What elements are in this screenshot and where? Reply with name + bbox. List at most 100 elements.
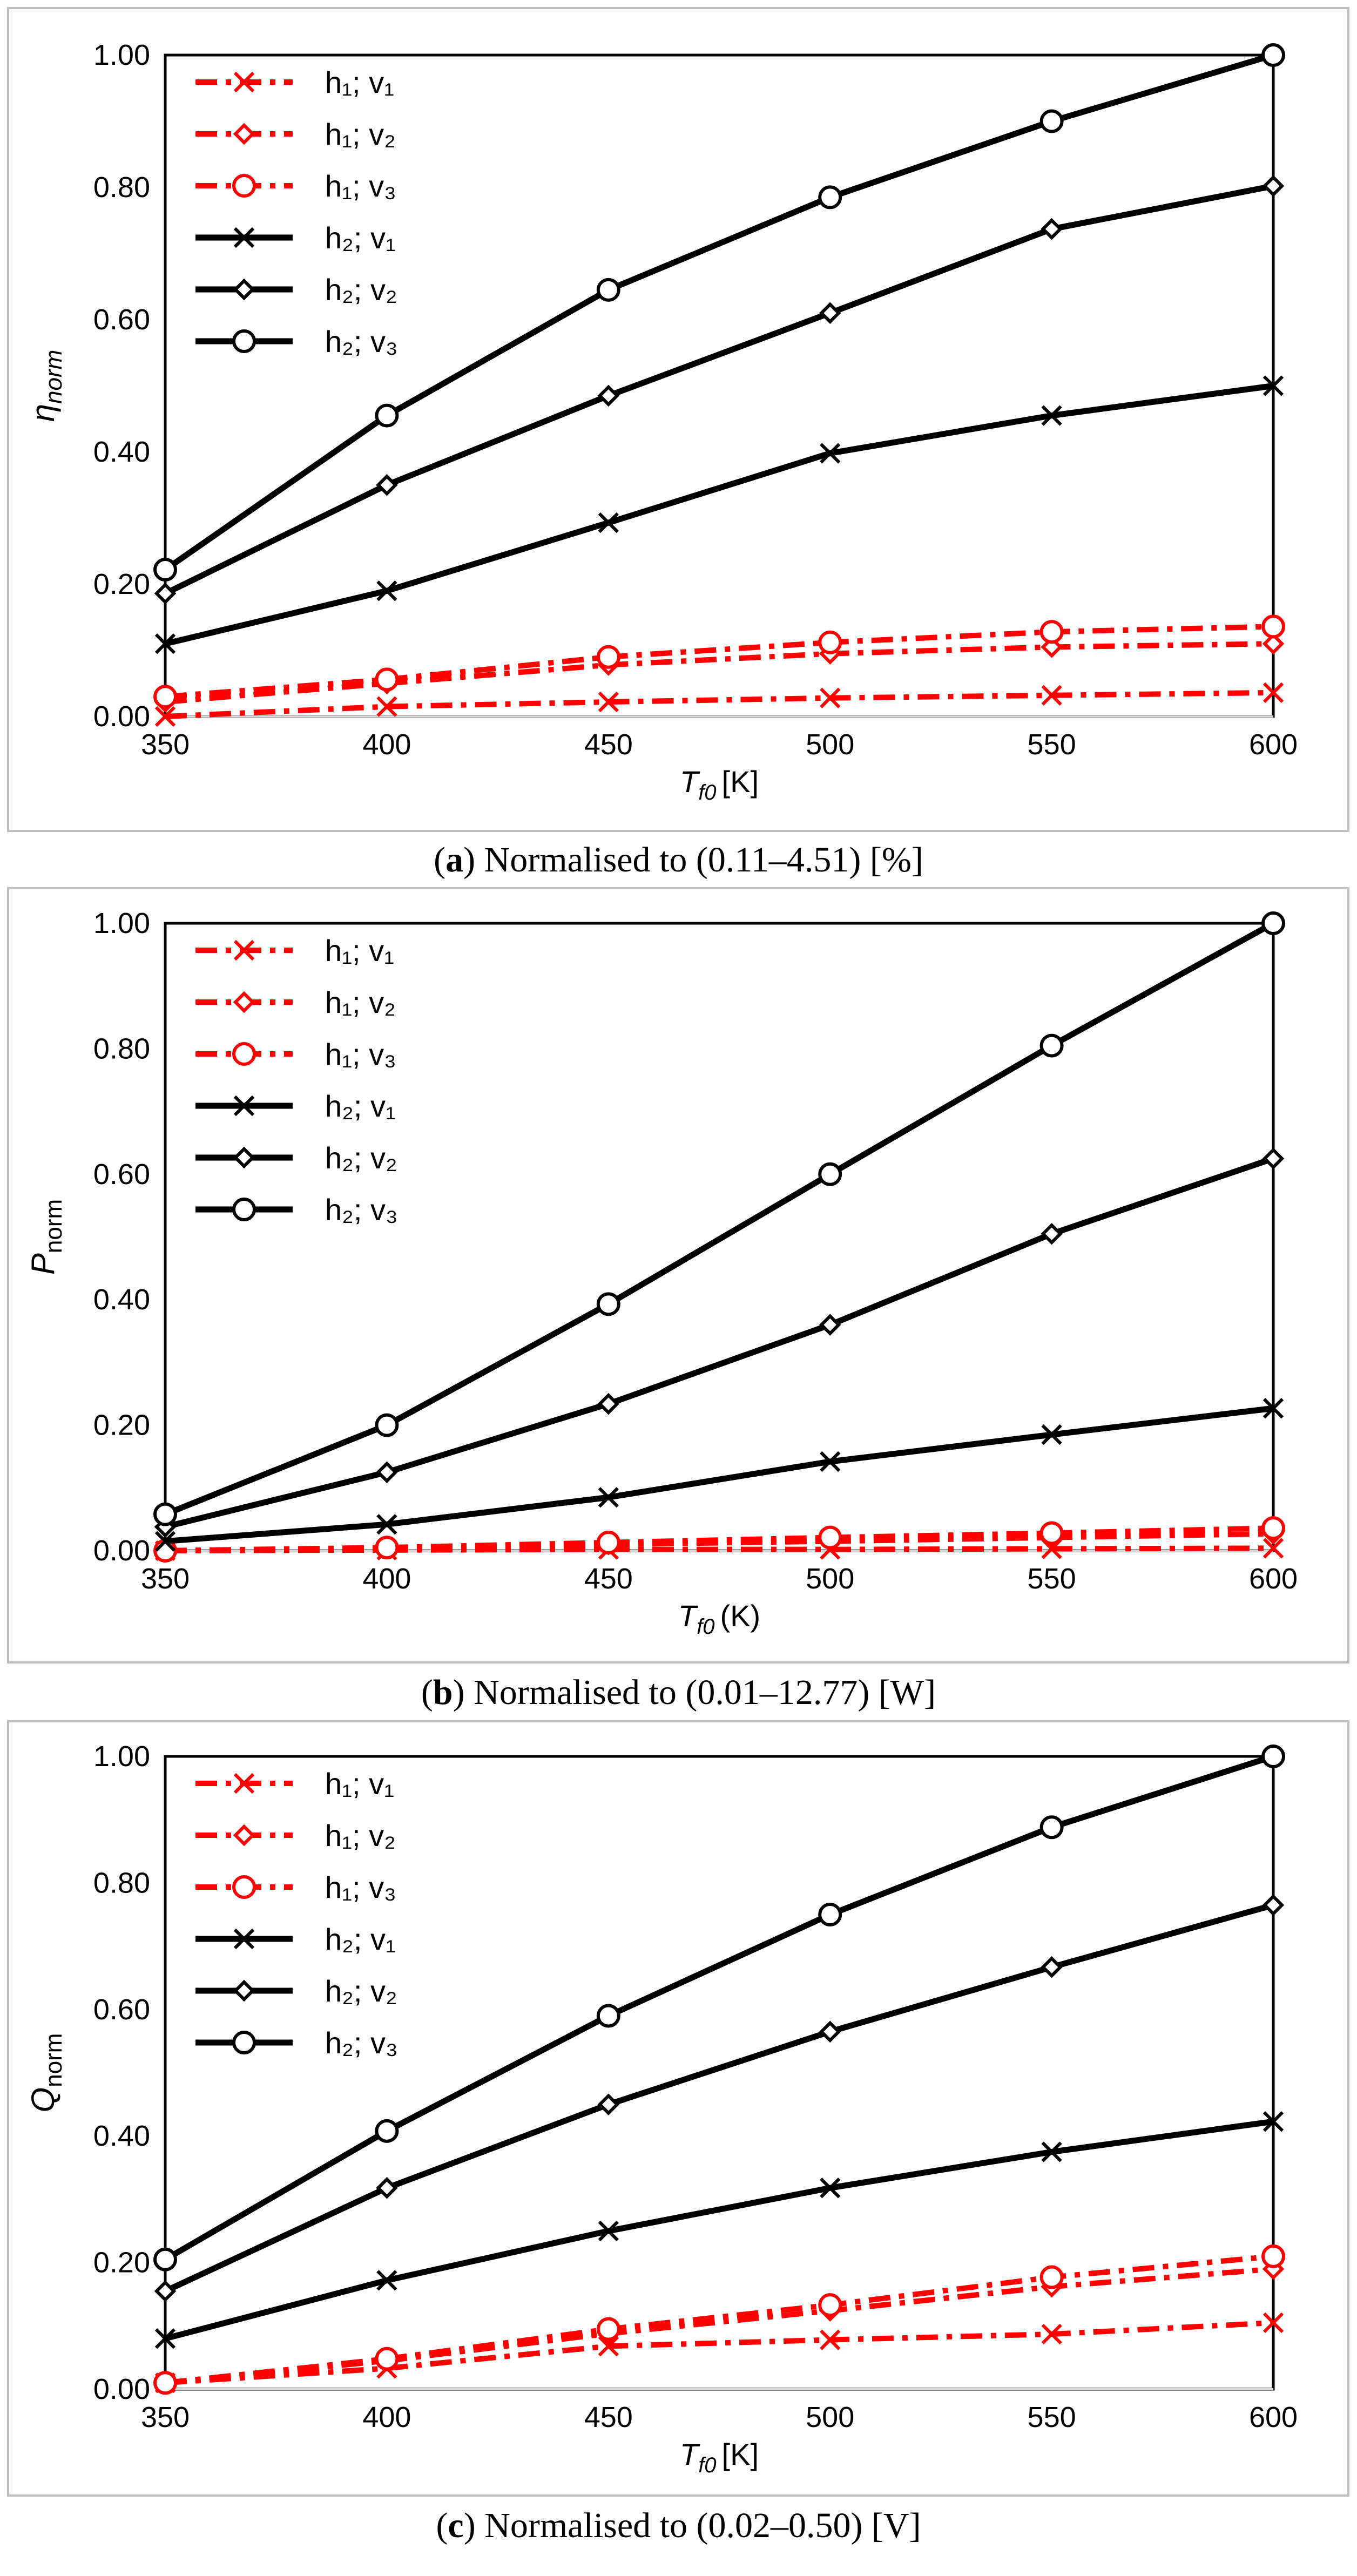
data-point: [375, 1413, 399, 1437]
series-h2-v1: [154, 375, 1284, 654]
data-point: [375, 403, 399, 428]
data-point: [597, 384, 620, 407]
data-point: [375, 2119, 399, 2143]
legend-marker: [233, 1146, 255, 1169]
data-point: [818, 1525, 842, 1550]
data-point: [1041, 1956, 1063, 1978]
data-point: [1039, 620, 1064, 644]
data-point: [1041, 2141, 1062, 2162]
legend-entry: h₂; v₂: [325, 273, 397, 307]
legend-entry: h₂; v₃: [325, 324, 398, 359]
x-axis-label: Tf0 (K): [678, 1599, 760, 1639]
x-tick-label: 500: [806, 1563, 854, 1595]
data-point: [596, 2317, 620, 2341]
series-h2-v1: [154, 1398, 1284, 1552]
data-point: [597, 2093, 620, 2115]
data-point: [1262, 1894, 1285, 1916]
caption-b-text: Normalised to (0.01–12.77) [W]: [474, 1673, 936, 1712]
data-point: [1041, 1222, 1063, 1245]
x-tick-label: 600: [1249, 2401, 1298, 2433]
data-point: [598, 691, 619, 713]
data-point: [598, 512, 619, 533]
y-tick-label: 0.00: [93, 700, 150, 733]
legend-marker: [233, 1773, 255, 1794]
series-line: [165, 2253, 1274, 2386]
series-h2-v2: [154, 1894, 1285, 2302]
y-tick-label: 1.00: [93, 1740, 150, 1773]
legend-entry: h₂; v₃: [325, 2026, 398, 2060]
y-tick-label: 0.20: [93, 2247, 150, 2279]
legend-entry: h₂; v₂: [325, 1974, 397, 2008]
x-tick-label: 350: [141, 2401, 190, 2433]
y-tick-label: 0.80: [93, 171, 150, 204]
chart-frame: [7, 7, 1349, 832]
data-point: [1263, 1398, 1284, 1419]
legend-marker: [233, 1979, 255, 2002]
series-line: [165, 1525, 1274, 1553]
data-point: [819, 1314, 841, 1336]
data-point: [596, 1530, 620, 1554]
data-point: [598, 2336, 619, 2357]
data-point: [376, 2177, 398, 2199]
data-point: [1262, 175, 1285, 197]
data-point: [818, 2293, 842, 2317]
legend-entry: h₁; v₁: [325, 65, 394, 99]
y-tick-label: 0.80: [93, 1867, 150, 1899]
data-point: [819, 302, 841, 324]
chart-b-svg: 0.00 0.20 0.40 0.60 0.80 1.00 350 400 450 500 550 6…: [7, 887, 1349, 1664]
legend-marker: [233, 71, 255, 93]
data-point: [818, 630, 842, 654]
caption-b: (b) Normalised to (0.01–12.77) [W]: [421, 1673, 936, 1712]
data-point: [819, 2020, 841, 2043]
legend-entry: h₁; v₃: [325, 1037, 396, 1071]
legend: h₁; v₁ h₁; v₂ h₁; v₃ h₂; v₁ h₂; v₂ h₂; v₃: [195, 65, 398, 359]
data-point: [1263, 682, 1284, 704]
y-axis-label: Pnorm: [25, 1199, 67, 1275]
caption-c-label: c: [448, 2506, 464, 2545]
y-axis-label: Qnorm: [25, 2033, 67, 2113]
legend: h₁; v₁ h₁; v₂ h₁; v₃ h₂; v₁ h₂; v₂ h₂; v₃: [195, 934, 398, 1227]
series-h2-v3: [153, 43, 1285, 582]
data-point: [596, 2004, 620, 2028]
data-point: [1039, 1521, 1064, 1545]
legend-entry: h₂; v₁: [325, 1922, 396, 1956]
legend-marker: [232, 329, 256, 353]
legend-entry: h₁; v₁: [325, 934, 394, 968]
chart-panel-b: 0.00 0.20 0.40 0.60 0.80 1.00 350 400 450 500 550 6…: [6, 887, 1350, 1664]
x-tick-label: 500: [806, 2401, 854, 2433]
y-tick-label: 0.40: [93, 436, 150, 468]
x-tick-label: 400: [362, 1563, 411, 1595]
data-point: [1261, 43, 1285, 67]
x-tick-label: 550: [1028, 1563, 1076, 1595]
series-h2-v3: [153, 1745, 1285, 2271]
data-point: [1041, 1424, 1062, 1445]
legend-entry: h₂; v₁: [325, 1089, 396, 1123]
x-tick-label: 550: [1028, 2401, 1076, 2433]
data-point: [1262, 1147, 1285, 1169]
series-line: [164, 383, 1274, 647]
legend: h₁; v₁ h₁; v₂ h₁; v₃ h₂; v₁ h₂; v₂ h₂; v₃: [195, 1767, 398, 2060]
data-point: [153, 1502, 177, 1526]
data-point: [376, 2270, 397, 2291]
legend-entry: h₁; v₁: [325, 1767, 394, 1801]
y-axis-label: ηnorm: [25, 350, 67, 422]
data-point: [1261, 2244, 1285, 2268]
legend-marker: [233, 991, 255, 1013]
data-point: [1263, 1538, 1284, 1559]
series-h2-v1: [154, 2111, 1284, 2349]
data-point: [153, 2371, 177, 2395]
x-tick-label: 600: [1249, 728, 1298, 761]
caption-a: (a) Normalised to (0.11–4.51) [%]: [434, 840, 923, 880]
legend-marker: [232, 174, 256, 198]
x-axis-label: Tf0 [K]: [680, 765, 759, 804]
data-point: [375, 667, 399, 692]
data-point: [818, 1903, 842, 1926]
legend-marker: [233, 1928, 255, 1950]
series-line: [165, 1405, 1274, 1545]
y-tick-label: 0.80: [93, 1032, 150, 1065]
legend-entry: h₂; v₂: [325, 1141, 397, 1175]
data-point: [1041, 685, 1062, 706]
chart-frame: [7, 1720, 1349, 2497]
series-h2-v2: [154, 175, 1285, 605]
chart-a-svg: 0.00 0.20 0.40 0.60 0.80 1.00 350 400 450 500 550 6…: [7, 7, 1349, 832]
